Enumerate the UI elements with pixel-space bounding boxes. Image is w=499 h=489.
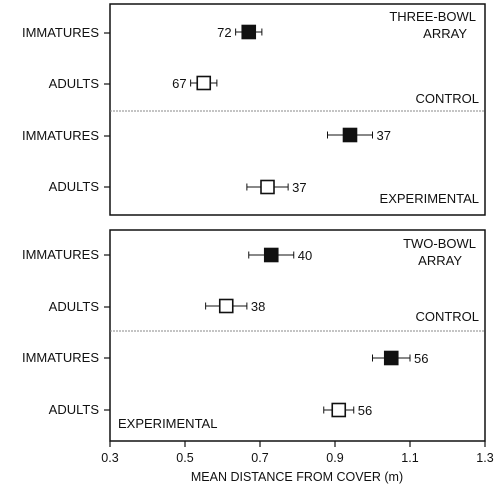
row-label-three-bowl-experimental-immatures: IMMATURES xyxy=(22,128,99,143)
row-label-two-bowl-experimental-immatures: IMMATURES xyxy=(22,350,99,365)
mean-marker xyxy=(331,402,347,418)
x-tick-label: 0.9 xyxy=(326,451,343,465)
x-tick-label: 0.5 xyxy=(176,451,193,465)
panel-three-bowl: THREE-BOWL ARRAY CONTROL EXPERIMENTAL IM… xyxy=(22,3,486,216)
x-axis-title: MEAN DISTANCE FROM COVER (m) xyxy=(191,470,403,484)
sample-size-label: 37 xyxy=(292,180,306,195)
sample-size-label: 67 xyxy=(172,76,186,91)
x-tick-label: 1.1 xyxy=(401,451,418,465)
mean-marker xyxy=(241,24,257,40)
panel-three-bowl-title-line-1: THREE-BOWL xyxy=(389,9,476,24)
mean-marker xyxy=(342,127,358,143)
panel-three-bowl-experimental-label: EXPERIMENTAL xyxy=(380,191,479,206)
row-label-two-bowl-control-immatures: IMMATURES xyxy=(22,247,99,262)
mean-marker xyxy=(218,298,234,314)
tick-marks-three-bowl xyxy=(104,32,110,188)
sample-size-label: 37 xyxy=(377,128,391,143)
panel-two-bowl-control-label: CONTROL xyxy=(415,309,479,324)
panel-two-bowl: TWO-BOWL ARRAY CONTROL EXPERIMENTAL IMMA… xyxy=(22,229,486,442)
x-tick-label: 0.3 xyxy=(101,451,118,465)
panel-three-bowl-frame xyxy=(109,3,486,216)
panel-two-bowl-title-line-2: ARRAY xyxy=(418,253,462,268)
panel-three-bowl-title-line-2: ARRAY xyxy=(423,26,467,41)
sample-size-label: 38 xyxy=(251,299,265,314)
x-axis: 0.3 0.5 0.7 0.9 1.1 1.3 MEAN DISTANCE FR… xyxy=(101,441,494,484)
row-label-two-bowl-control-adults: ADULTS xyxy=(49,299,100,314)
sample-size-label: 56 xyxy=(358,403,372,418)
panel-two-bowl-experimental-label: EXPERIMENTAL xyxy=(118,416,217,431)
sample-size-label: 40 xyxy=(298,248,312,263)
mean-marker xyxy=(260,179,275,195)
x-tick-label: 0.7 xyxy=(251,451,268,465)
row-label-three-bowl-control-immatures: IMMATURES xyxy=(22,25,99,40)
x-tick-label: 1.3 xyxy=(476,451,493,465)
panel-two-bowl-frame xyxy=(109,229,486,442)
mean-marker xyxy=(263,247,279,263)
row-label-two-bowl-experimental-adults: ADULTS xyxy=(49,402,100,417)
panel-three-bowl-control-label: CONTROL xyxy=(415,91,479,106)
row-label-three-bowl-experimental-adults: ADULTS xyxy=(49,179,100,194)
row-label-three-bowl-control-adults: ADULTS xyxy=(49,76,100,91)
panel-two-bowl-title-line-1: TWO-BOWL xyxy=(403,236,476,251)
mean-marker xyxy=(383,350,399,366)
sample-size-label: 72 xyxy=(217,25,231,40)
mean-marker xyxy=(196,75,212,91)
sample-size-label: 56 xyxy=(414,351,428,366)
tick-marks-two-bowl xyxy=(104,254,110,411)
